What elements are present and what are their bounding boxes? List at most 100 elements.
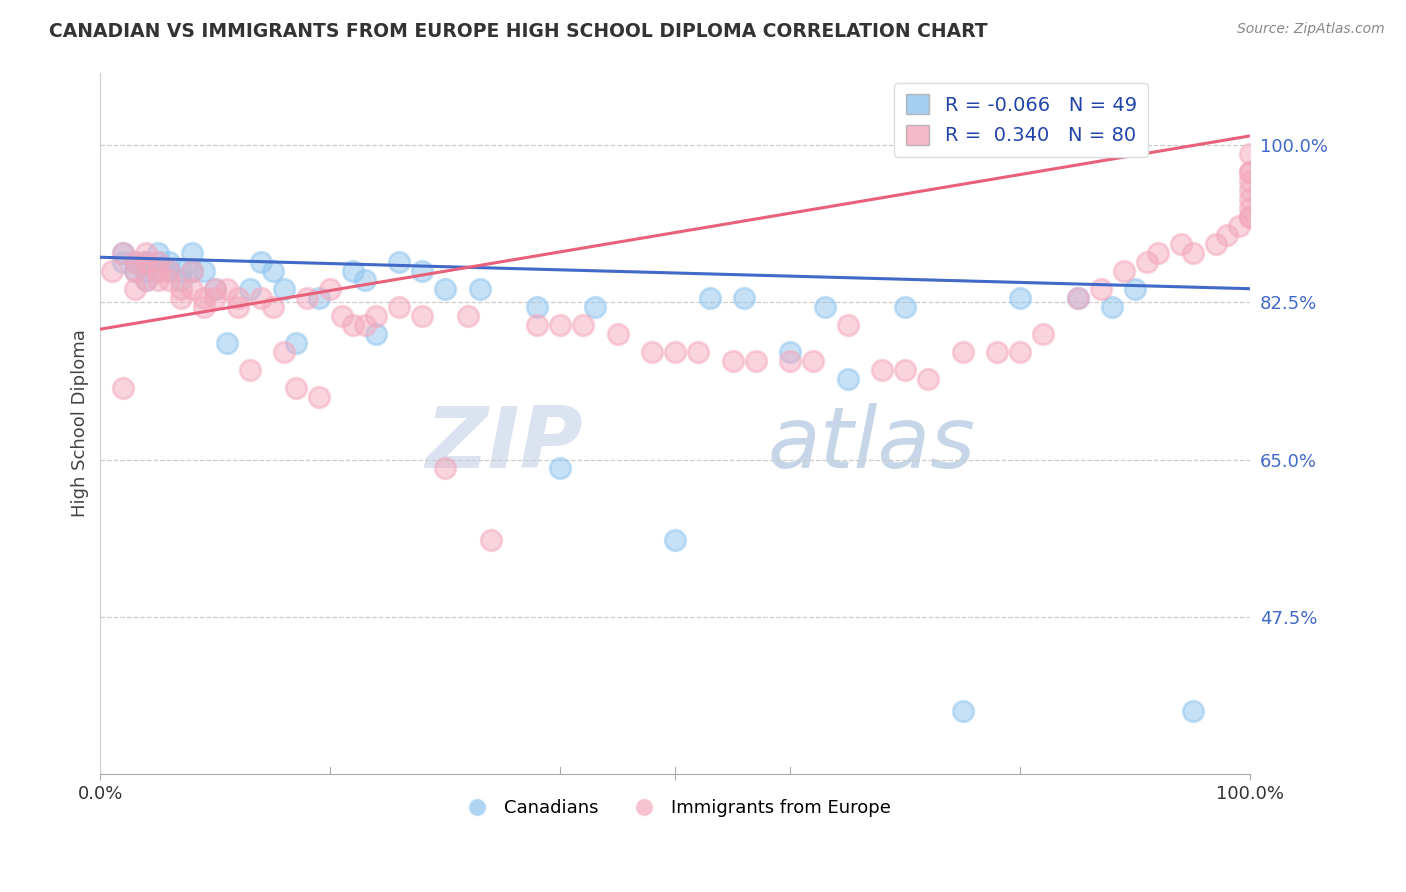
Point bbox=[366, 309, 388, 323]
Point bbox=[1239, 147, 1261, 161]
Point bbox=[308, 291, 330, 305]
Point bbox=[664, 533, 686, 548]
Point bbox=[157, 254, 180, 268]
Point bbox=[181, 282, 204, 296]
Point bbox=[1147, 245, 1170, 260]
Point bbox=[699, 291, 721, 305]
Point bbox=[193, 300, 215, 314]
Point bbox=[101, 264, 124, 278]
Point bbox=[135, 273, 157, 287]
Point bbox=[1239, 165, 1261, 179]
Point bbox=[308, 390, 330, 404]
Point bbox=[1239, 183, 1261, 197]
Point bbox=[526, 318, 548, 332]
Point bbox=[1239, 210, 1261, 224]
Point bbox=[170, 273, 193, 287]
Point bbox=[273, 282, 295, 296]
Point bbox=[146, 264, 169, 278]
Point bbox=[157, 264, 180, 278]
Point bbox=[204, 282, 226, 296]
Point bbox=[204, 282, 226, 296]
Point bbox=[917, 371, 939, 385]
Point bbox=[837, 371, 859, 385]
Point bbox=[124, 254, 146, 268]
Point bbox=[135, 245, 157, 260]
Point bbox=[548, 318, 571, 332]
Point bbox=[250, 254, 273, 268]
Point bbox=[124, 282, 146, 296]
Point bbox=[193, 291, 215, 305]
Text: Source: ZipAtlas.com: Source: ZipAtlas.com bbox=[1237, 22, 1385, 37]
Point bbox=[239, 362, 262, 376]
Point bbox=[284, 335, 307, 350]
Point bbox=[146, 264, 169, 278]
Point bbox=[548, 461, 571, 475]
Point bbox=[1135, 254, 1157, 268]
Point bbox=[353, 273, 375, 287]
Point bbox=[112, 245, 135, 260]
Point bbox=[952, 344, 974, 359]
Point bbox=[1216, 227, 1239, 242]
Text: atlas: atlas bbox=[768, 403, 976, 486]
Point bbox=[239, 282, 262, 296]
Point bbox=[1239, 165, 1261, 179]
Point bbox=[641, 344, 664, 359]
Point bbox=[135, 254, 157, 268]
Point bbox=[181, 264, 204, 278]
Point bbox=[1090, 282, 1112, 296]
Point bbox=[606, 326, 628, 341]
Point bbox=[157, 273, 180, 287]
Point bbox=[146, 273, 169, 287]
Point bbox=[434, 282, 457, 296]
Point bbox=[1066, 291, 1088, 305]
Point bbox=[1181, 245, 1204, 260]
Point bbox=[366, 326, 388, 341]
Point bbox=[215, 282, 238, 296]
Point bbox=[1010, 291, 1032, 305]
Point bbox=[226, 291, 249, 305]
Point bbox=[112, 381, 135, 395]
Point bbox=[193, 264, 215, 278]
Point bbox=[457, 309, 479, 323]
Point bbox=[226, 300, 249, 314]
Point bbox=[1010, 344, 1032, 359]
Point bbox=[894, 362, 917, 376]
Point bbox=[1101, 300, 1123, 314]
Point bbox=[284, 381, 307, 395]
Point bbox=[870, 362, 893, 376]
Point bbox=[135, 254, 157, 268]
Point bbox=[342, 264, 364, 278]
Point bbox=[146, 254, 169, 268]
Point bbox=[124, 254, 146, 268]
Point bbox=[124, 264, 146, 278]
Point bbox=[135, 264, 157, 278]
Point bbox=[135, 254, 157, 268]
Point bbox=[721, 353, 744, 368]
Point bbox=[330, 309, 353, 323]
Point bbox=[353, 318, 375, 332]
Point bbox=[1123, 282, 1146, 296]
Point bbox=[181, 245, 204, 260]
Point bbox=[388, 254, 411, 268]
Point bbox=[112, 245, 135, 260]
Point bbox=[801, 353, 824, 368]
Point bbox=[146, 245, 169, 260]
Point bbox=[986, 344, 1008, 359]
Point bbox=[1170, 236, 1192, 251]
Point bbox=[1227, 219, 1250, 233]
Point bbox=[1181, 704, 1204, 718]
Point bbox=[1032, 326, 1054, 341]
Point bbox=[157, 264, 180, 278]
Point bbox=[250, 291, 273, 305]
Point bbox=[434, 461, 457, 475]
Point bbox=[468, 282, 491, 296]
Point bbox=[135, 273, 157, 287]
Point bbox=[215, 335, 238, 350]
Point bbox=[1205, 236, 1227, 251]
Point bbox=[664, 344, 686, 359]
Point bbox=[479, 533, 502, 548]
Point bbox=[1239, 210, 1261, 224]
Point bbox=[1239, 174, 1261, 188]
Point bbox=[779, 353, 801, 368]
Point bbox=[181, 264, 204, 278]
